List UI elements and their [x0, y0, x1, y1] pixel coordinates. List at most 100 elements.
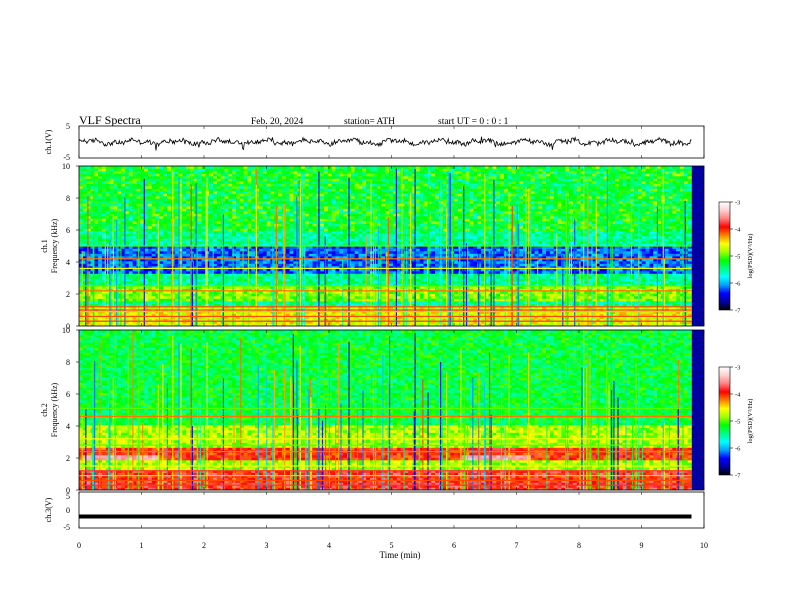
- spectrogram-cell: [642, 264, 646, 267]
- spectrogram-cell: [152, 274, 156, 277]
- spectrogram-cell: [420, 279, 424, 282]
- spectrogram-cell: [309, 294, 313, 297]
- spectrogram-cell: [355, 276, 359, 279]
- spectrogram-cell: [420, 296, 424, 299]
- spectrogram-cell: [424, 254, 428, 257]
- spectrogram-cell: [473, 251, 477, 254]
- spectrogram-cell: [546, 281, 550, 284]
- spectrogram-cell: [492, 251, 496, 254]
- spectrogram-cell: [186, 279, 190, 282]
- spectrogram-cell: [630, 251, 634, 254]
- spectrogram-cell: [431, 271, 435, 274]
- spectrogram-cell: [646, 279, 650, 282]
- spectrogram-cell: [558, 304, 562, 307]
- spectrogram-cell: [634, 251, 638, 254]
- spectrogram-cell: [435, 249, 439, 252]
- spectrogram-cell: [688, 276, 692, 279]
- spectrogram-cell: [263, 299, 267, 302]
- spectrogram-cell: [615, 261, 619, 264]
- spectrogram-cell: [278, 279, 282, 282]
- spectrogram-cell: [186, 301, 190, 304]
- spectrogram-cell: [469, 274, 473, 277]
- spectrogram-cell: [623, 271, 627, 274]
- spectrogram-cell: [546, 251, 550, 254]
- spectrogram-cell: [416, 291, 420, 294]
- spectrogram-cell: [492, 279, 496, 282]
- spectrogram-cell: [133, 296, 137, 299]
- spectrogram-cell: [550, 251, 554, 254]
- spectrogram-cell: [492, 304, 496, 307]
- spectrogram-cell: [278, 249, 282, 252]
- spectrogram-cell: [263, 276, 267, 279]
- spectrogram-cell: [454, 304, 458, 307]
- spectrogram-cell: [431, 274, 435, 277]
- spectrogram-cell: [125, 301, 129, 304]
- spectrogram-cell: [492, 299, 496, 302]
- spectrogram-cell: [236, 301, 240, 304]
- spectrogram-cell: [167, 271, 171, 274]
- spectrogram-cell: [305, 276, 309, 279]
- spectrogram-cell: [159, 291, 163, 294]
- spectrogram-cell: [286, 251, 290, 254]
- spectrogram-cell: [267, 271, 271, 274]
- spectrogram-cell: [228, 296, 232, 299]
- spectrogram-cell: [535, 249, 539, 252]
- spectrogram-cell: [672, 279, 676, 282]
- spectrogram-cell: [290, 274, 294, 277]
- spectrogram-cell: [653, 271, 657, 274]
- spectrogram-cell: [435, 274, 439, 277]
- spectrogram-cell: [431, 276, 435, 279]
- spectrogram-cell: [358, 274, 362, 277]
- spectrogram-cell: [397, 271, 401, 274]
- spectrogram-cell: [454, 261, 458, 264]
- spectrogram-cell: [397, 301, 401, 304]
- spectrogram-cell: [504, 294, 508, 297]
- spectrogram-cell: [653, 264, 657, 267]
- spectrogram-cell: [542, 296, 546, 299]
- spectrogram-cell: [542, 254, 546, 257]
- spectrogram-cell: [531, 276, 535, 279]
- spectrogram-cell: [286, 276, 290, 279]
- spectrogram-cell: [523, 271, 527, 274]
- spectrogram-cell: [672, 254, 676, 257]
- spectrogram-cell: [504, 299, 508, 302]
- spectrogram-cell: [546, 296, 550, 299]
- spectrogram-cell: [519, 301, 523, 304]
- spectrogram-cell: [163, 251, 167, 254]
- spectrogram-cell: [313, 296, 317, 299]
- spectrogram-cell: [328, 281, 332, 284]
- spectrogram-cell: [416, 294, 420, 297]
- spectrogram-cell: [251, 274, 255, 277]
- spectrogram-cell: [125, 271, 129, 274]
- spectrogram-cell: [343, 301, 347, 304]
- spectrogram-cell: [358, 299, 362, 302]
- spectrogram-cell: [496, 296, 500, 299]
- spectrogram-cell: [152, 249, 156, 252]
- spectrogram-cell: [305, 274, 309, 277]
- spectrogram-cell: [290, 251, 294, 254]
- spectrogram-cell: [228, 274, 232, 277]
- spectrogram-cell: [496, 299, 500, 302]
- spectrogram-cell: [217, 274, 221, 277]
- spectrogram-cell: [519, 249, 523, 252]
- spectrogram-cell: [397, 264, 401, 267]
- spectrogram-cell: [435, 271, 439, 274]
- spectrogram-cell: [224, 296, 228, 299]
- spectrogram-cell: [500, 249, 504, 252]
- spectrogram-cell: [615, 299, 619, 302]
- spectrogram-cell: [259, 294, 263, 297]
- spectrogram-cell: [558, 254, 562, 257]
- spectrogram-cell: [634, 279, 638, 282]
- spectrogram-cell: [175, 301, 179, 304]
- spectrogram-cell: [523, 254, 527, 257]
- spectrogram-cell: [558, 299, 562, 302]
- spectrogram-cell: [531, 304, 535, 307]
- spectrogram-cell: [148, 249, 152, 252]
- spectrogram-cell: [600, 281, 604, 284]
- spectrogram-cell: [477, 249, 481, 252]
- spectrogram-cell: [619, 264, 623, 267]
- date-label: Feb. 20, 2024: [251, 117, 304, 127]
- spectrogram-cell: [688, 299, 692, 302]
- spectrogram-cell: [519, 304, 523, 307]
- spectrogram-cell: [94, 281, 98, 284]
